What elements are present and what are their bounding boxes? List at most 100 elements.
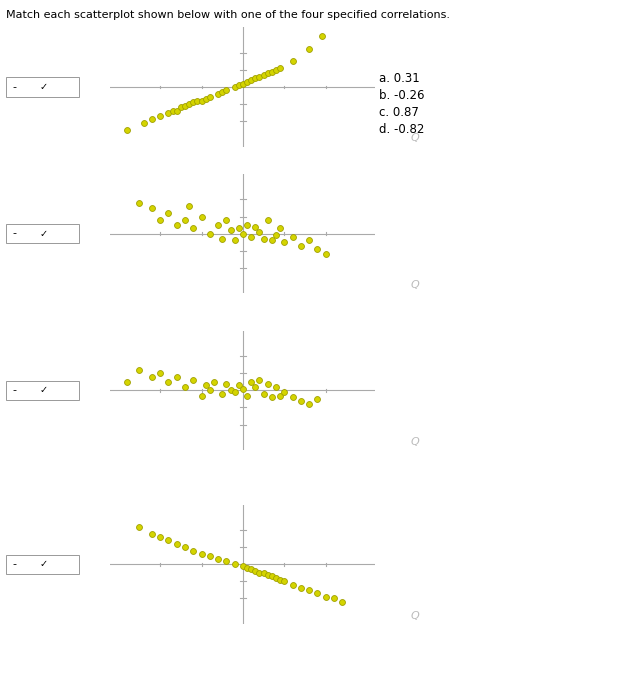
Point [304, 235, 314, 246]
Point [304, 584, 314, 595]
Text: Q: Q [410, 133, 419, 143]
Point [233, 80, 244, 91]
Point [254, 226, 264, 237]
Point [267, 66, 277, 77]
Point [296, 396, 306, 406]
Point [242, 390, 252, 401]
Point [163, 208, 174, 219]
Point [196, 390, 206, 401]
Text: a. 0.31: a. 0.31 [379, 72, 420, 85]
Point [288, 232, 298, 243]
Point [134, 198, 144, 209]
Point [262, 215, 273, 226]
Point [275, 390, 285, 401]
Point [259, 567, 269, 578]
Point [329, 593, 339, 604]
Point [167, 105, 177, 116]
Point [221, 555, 232, 566]
Point [122, 376, 132, 387]
Point [163, 535, 174, 546]
Point [280, 237, 290, 248]
Point [196, 95, 206, 106]
Text: Q: Q [410, 610, 419, 621]
Point [267, 235, 277, 246]
Point [230, 235, 240, 246]
Point [254, 374, 264, 385]
Point [139, 117, 149, 128]
Point [321, 591, 331, 602]
Point [246, 232, 256, 243]
Point [201, 93, 211, 104]
Text: -: - [13, 559, 16, 569]
Point [180, 215, 190, 226]
Point [180, 100, 190, 111]
Point [209, 376, 219, 387]
Point [172, 105, 182, 116]
Point [184, 98, 194, 109]
Point [262, 569, 273, 580]
Point [155, 532, 165, 543]
Point [246, 74, 256, 85]
Point [275, 223, 285, 234]
Point [184, 201, 194, 212]
Point [176, 102, 186, 113]
Point [134, 521, 144, 532]
Point [196, 548, 206, 559]
Point [246, 376, 256, 387]
Text: ✓: ✓ [39, 559, 47, 569]
Point [225, 385, 235, 396]
Point [262, 68, 273, 78]
Text: Match each scatterplot shown below with one of the four specified correlations.: Match each scatterplot shown below with … [6, 10, 451, 20]
Text: d. -0.82: d. -0.82 [379, 123, 424, 136]
Point [188, 374, 198, 385]
Point [262, 378, 273, 389]
Point [230, 559, 240, 570]
Point [275, 574, 285, 585]
Text: c. 0.87: c. 0.87 [379, 106, 418, 119]
Text: -: - [13, 228, 16, 239]
Point [238, 78, 248, 89]
Point [242, 220, 252, 231]
Point [238, 383, 248, 394]
Point [196, 211, 206, 222]
Point [204, 228, 215, 239]
Point [180, 381, 190, 392]
Point [201, 380, 211, 391]
Point [204, 550, 215, 561]
Point [271, 572, 281, 583]
Point [233, 380, 244, 391]
Point [172, 539, 182, 550]
Point [251, 565, 261, 576]
Point [221, 85, 232, 95]
Point [204, 91, 215, 102]
Point [155, 368, 165, 379]
Point [271, 230, 281, 241]
Point [172, 371, 182, 382]
Point [230, 387, 240, 398]
Point [188, 223, 198, 234]
Point [251, 381, 261, 392]
Point [259, 70, 269, 80]
Point [147, 528, 157, 539]
Point [213, 220, 223, 231]
Point [192, 95, 203, 106]
Point [242, 76, 252, 87]
Point [238, 561, 248, 572]
Text: Q: Q [410, 280, 419, 290]
Text: ✓: ✓ [39, 385, 47, 396]
Point [254, 567, 264, 578]
Point [221, 378, 232, 389]
Point [271, 381, 281, 392]
Point [238, 228, 248, 239]
Point [304, 398, 314, 409]
Point [217, 233, 227, 244]
Point [337, 596, 347, 607]
Point [217, 87, 227, 98]
Point [233, 223, 244, 234]
Point [122, 124, 132, 135]
Point [147, 203, 157, 213]
Point [172, 220, 182, 231]
Point [134, 364, 144, 375]
Point [225, 225, 235, 236]
Point [275, 63, 285, 74]
